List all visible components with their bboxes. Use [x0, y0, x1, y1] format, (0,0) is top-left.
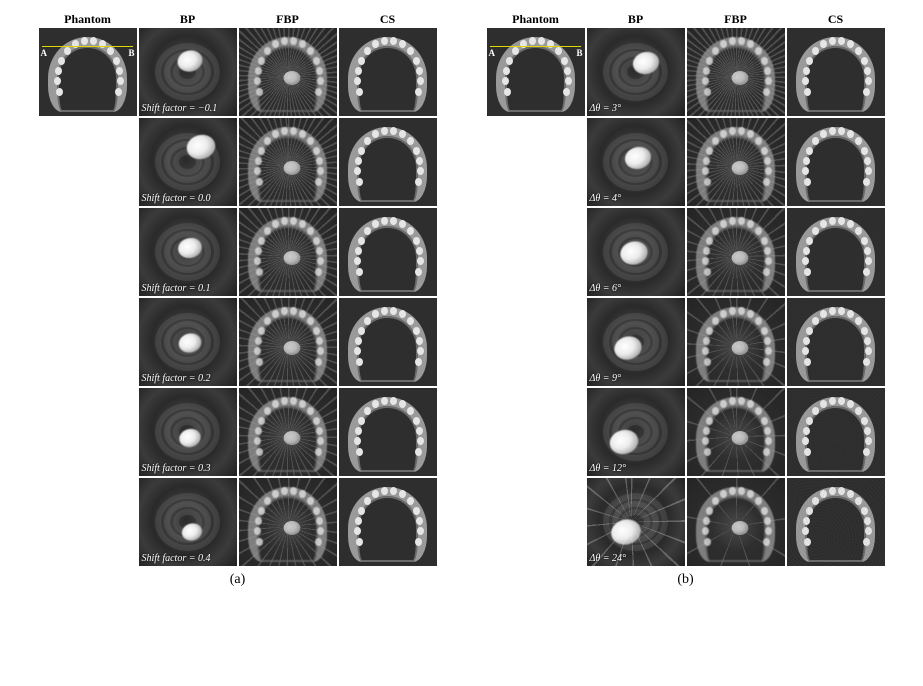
fbp-cell — [687, 28, 785, 116]
bp-cell: Shift factor = 0.3 — [139, 388, 237, 476]
bp-cell: Δθ = 6° — [587, 208, 685, 296]
panel-a-grid: Phantom BP FBP CS — [39, 10, 437, 28]
cs-cell — [339, 208, 437, 296]
row-label: Shift factor = −0.1 — [142, 103, 218, 114]
row-label: Δθ = 3° — [590, 103, 622, 114]
row-label: Δθ = 24° — [590, 553, 627, 564]
blank-cell — [39, 298, 137, 386]
cs-cell — [787, 388, 885, 476]
fbp-cell — [687, 478, 785, 566]
fbp-cell — [239, 118, 337, 206]
fbp-cell — [687, 298, 785, 386]
fbp-cell — [687, 388, 785, 476]
cs-cell — [787, 298, 885, 386]
panel-b-cells: AB Δθ = 3° Δθ = 4° Δθ = 6° Δθ = 9° Δθ = 12° Δθ… — [487, 28, 885, 566]
panel-b-caption: (b) — [677, 572, 693, 588]
panel-b: Phantom BP FBP CS AB Δθ = 3° Δθ = 4° Δθ = 6… — [487, 10, 885, 588]
phantom-cell: AB — [39, 28, 137, 116]
blank-cell — [39, 388, 137, 476]
blank-cell — [39, 478, 137, 566]
bp-cell: Δθ = 12° — [587, 388, 685, 476]
bp-cell: Δθ = 4° — [587, 118, 685, 206]
row-label: Shift factor = 0.3 — [142, 463, 211, 474]
col-header-cs: CS — [339, 10, 437, 28]
panel-a: Phantom BP FBP CS AB Shift factor = −0.1 S… — [39, 10, 437, 588]
cs-cell — [339, 118, 437, 206]
cs-cell — [787, 478, 885, 566]
blank-cell — [39, 208, 137, 296]
fbp-cell — [239, 208, 337, 296]
bp-cell: Shift factor = 0.4 — [139, 478, 237, 566]
row-label: Δθ = 4° — [590, 193, 622, 204]
bp-cell: Δθ = 3° — [587, 28, 685, 116]
cs-cell — [339, 298, 437, 386]
fbp-cell — [687, 118, 785, 206]
cs-cell — [787, 28, 885, 116]
phantom-cell: AB — [487, 28, 585, 116]
blank-cell — [487, 478, 585, 566]
blank-cell — [487, 118, 585, 206]
blank-cell — [39, 118, 137, 206]
cs-cell — [339, 388, 437, 476]
blank-cell — [487, 208, 585, 296]
cs-cell — [787, 118, 885, 206]
bp-cell: Shift factor = −0.1 — [139, 28, 237, 116]
row-label: Shift factor = 0.2 — [142, 373, 211, 384]
row-label: Δθ = 12° — [590, 463, 627, 474]
bp-cell: Shift factor = 0.0 — [139, 118, 237, 206]
col-header-bp: BP — [587, 10, 685, 28]
cs-cell — [339, 28, 437, 116]
col-header-fbp: FBP — [687, 10, 785, 28]
bp-cell: Δθ = 9° — [587, 298, 685, 386]
cs-cell — [787, 208, 885, 296]
col-header-phantom: Phantom — [39, 10, 137, 28]
row-label: Shift factor = 0.4 — [142, 553, 211, 564]
fbp-cell — [239, 298, 337, 386]
bp-cell: Shift factor = 0.2 — [139, 298, 237, 386]
fbp-cell — [239, 478, 337, 566]
panel-a-caption: (a) — [230, 572, 246, 588]
cs-cell — [339, 478, 437, 566]
fbp-cell — [239, 388, 337, 476]
row-label: Shift factor = 0.1 — [142, 283, 211, 294]
col-header-fbp: FBP — [239, 10, 337, 28]
col-header-cs: CS — [787, 10, 885, 28]
row-label: Shift factor = 0.0 — [142, 193, 211, 204]
col-header-phantom: Phantom — [487, 10, 585, 28]
bp-cell: Δθ = 24° — [587, 478, 685, 566]
fbp-cell — [239, 28, 337, 116]
row-label: Δθ = 9° — [590, 373, 622, 384]
col-header-bp: BP — [139, 10, 237, 28]
bp-cell: Shift factor = 0.1 — [139, 208, 237, 296]
fbp-cell — [687, 208, 785, 296]
blank-cell — [487, 298, 585, 386]
figure-panels: Phantom BP FBP CS AB Shift factor = −0.1 S… — [39, 10, 885, 588]
panel-b-grid: Phantom BP FBP CS — [487, 10, 885, 28]
panel-a-cells: AB Shift factor = −0.1 Shift factor = 0.0 S… — [39, 28, 437, 566]
row-label: Δθ = 6° — [590, 283, 622, 294]
blank-cell — [487, 388, 585, 476]
